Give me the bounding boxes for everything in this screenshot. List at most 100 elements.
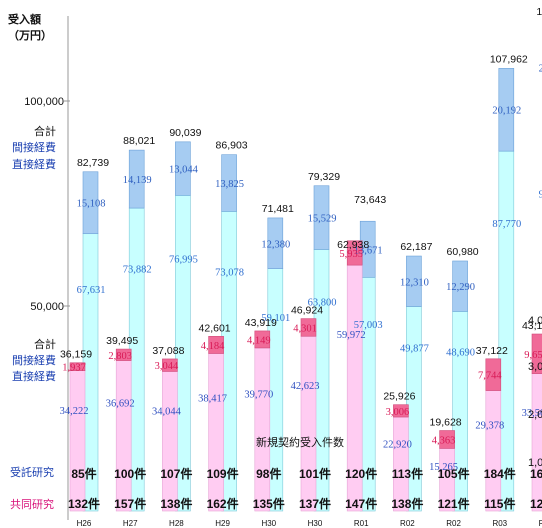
joint-count: 115件 xyxy=(484,496,515,511)
contract-total-label: 86,903 xyxy=(216,140,248,152)
joint-total-label: 42,601 xyxy=(199,322,231,334)
contract-total-label: 79,329 xyxy=(308,171,340,183)
joint-total-label: 37,122 xyxy=(476,345,508,357)
joint-total-label: 46,924 xyxy=(291,305,323,317)
joint-count: 132件 xyxy=(68,496,100,511)
contract-count: 120件 xyxy=(345,466,377,481)
bar-group: 90,03913,04476,99537,0883,04434,044 xyxy=(152,127,202,511)
legend-indirect: 間接経費 xyxy=(12,353,56,367)
category-label: H29 xyxy=(215,519,230,528)
right-axis-label: 2,0 xyxy=(528,409,542,421)
bar-joint-direct xyxy=(70,371,85,511)
legend-joint-research: 共同研究 xyxy=(10,497,54,511)
bar-joint-direct xyxy=(209,353,224,511)
contract-indirect-label: 12,380 xyxy=(261,239,290,250)
bar-group: 119,45822,69296,76643,1689,65933,509 xyxy=(522,6,542,511)
bar-joint-direct xyxy=(162,371,177,511)
joint-indirect-label: 2,803 xyxy=(108,351,132,362)
bar-joint-direct xyxy=(301,336,316,511)
joint-count: 138件 xyxy=(391,496,423,511)
y-axis-label: 受入額（万円） xyxy=(8,12,52,42)
contract-indirect-label: 22,692 xyxy=(539,64,542,75)
category-labels: H26H27H28H29H30H30R01R02R02R03R04R05 xyxy=(77,519,542,528)
contract-direct-label: 73,078 xyxy=(215,267,244,278)
legend-direct: 直接経費 xyxy=(12,157,56,171)
joint-count: 147件 xyxy=(345,496,377,511)
counts-title: 新規契約受入件数 xyxy=(256,435,344,449)
bar-group: 88,02114,13973,88239,4952,80336,692 xyxy=(106,135,156,511)
joint-direct-label: 38,417 xyxy=(198,394,227,405)
contract-total-label: 88,021 xyxy=(123,135,155,147)
contract-total-label: 71,481 xyxy=(262,203,294,215)
contract-count: 98件 xyxy=(256,466,281,481)
category-label: H30 xyxy=(308,519,323,528)
contract-total-label: 62,187 xyxy=(400,241,432,253)
joint-total-label: 39,495 xyxy=(106,335,138,347)
category-label: H28 xyxy=(169,519,184,528)
contract-count: 105件 xyxy=(438,466,470,481)
contract-total-label: 107,962 xyxy=(490,53,528,65)
contract-count: 113件 xyxy=(392,466,423,481)
joint-total-label: 36,159 xyxy=(60,349,92,361)
category-label: R04 xyxy=(539,519,542,528)
legend-contract-research: 受託研究 xyxy=(10,465,54,479)
joint-indirect-label: 5,935 xyxy=(339,249,363,260)
joint-direct-label: 42,623 xyxy=(291,381,320,392)
bar-group: 82,73915,10867,63136,1591,93734,222 xyxy=(60,157,110,511)
contract-count: 101件 xyxy=(299,466,331,481)
bar-group: 107,96220,19287,77037,1227,74429,378 xyxy=(475,53,528,511)
bar-joint-direct xyxy=(532,374,542,511)
bar-group: 73,64313,67157,00362,9385,93559,972 xyxy=(337,194,387,511)
category-label: H26 xyxy=(77,519,92,528)
joint-indirect-label: 3,006 xyxy=(386,407,410,418)
contract-indirect-label: 13,044 xyxy=(169,165,199,176)
joint-count: 135件 xyxy=(253,496,285,511)
joint-indirect-label: 3,044 xyxy=(155,361,179,372)
category-label: R02 xyxy=(400,519,415,528)
bar-joint-direct xyxy=(116,361,131,511)
legend-direct: 直接経費 xyxy=(12,369,56,383)
contract-direct-label: 87,770 xyxy=(492,219,521,230)
category-label: R02 xyxy=(446,519,461,528)
joint-direct-label: 39,770 xyxy=(244,390,273,401)
joint-direct-label: 59,972 xyxy=(337,330,366,341)
category-label: H27 xyxy=(123,519,138,528)
joint-count: 129件 xyxy=(530,496,542,511)
legend-indirect: 間接経費 xyxy=(12,140,56,154)
joint-count: 138件 xyxy=(160,496,192,511)
joint-indirect-label: 4,301 xyxy=(293,323,317,334)
contract-count: 100件 xyxy=(114,466,146,481)
contract-indirect-label: 15,108 xyxy=(77,199,106,210)
legend-total: 合計 xyxy=(34,124,56,138)
contract-direct-label: 73,882 xyxy=(123,265,152,276)
joint-count: 121件 xyxy=(438,496,470,511)
joint-count: 162件 xyxy=(207,496,239,511)
bar-group: 79,32915,52963,80046,9244,30142,623 xyxy=(291,171,341,511)
joint-total-label: 43,919 xyxy=(245,317,277,329)
contract-count: 109件 xyxy=(207,466,239,481)
y-tick-label: 100,000 xyxy=(24,96,64,108)
joint-count: 157件 xyxy=(114,496,146,511)
contract-direct-label: 96,766 xyxy=(539,190,542,201)
bar-joint-direct xyxy=(255,348,270,511)
category-label: R01 xyxy=(354,519,369,528)
contract-total-label: 90,039 xyxy=(169,127,201,139)
joint-indirect-label: 4,149 xyxy=(247,335,271,346)
contract-count: 107件 xyxy=(160,466,192,481)
left-legend: 合計間接経費直接経費合計間接経費直接経費受託研究共同研究 xyxy=(10,124,56,511)
contract-total-label: 82,739 xyxy=(77,157,109,169)
contract-total-label: 60,980 xyxy=(447,246,479,258)
joint-direct-label: 29,378 xyxy=(475,420,504,431)
right-axis-label: 1,0 xyxy=(528,457,542,469)
contract-indirect-label: 20,192 xyxy=(492,106,521,117)
contract-total-label: 73,643 xyxy=(354,194,386,206)
contract-indirect-label: 15,529 xyxy=(308,214,337,225)
contract-direct-label: 67,631 xyxy=(77,285,106,296)
joint-indirect-label: 9,659 xyxy=(524,350,542,361)
joint-total-label: 19,628 xyxy=(430,417,462,429)
joint-indirect-label: 1,937 xyxy=(62,363,86,374)
joint-indirect-label: 4,363 xyxy=(432,435,456,446)
contract-indirect-label: 12,290 xyxy=(446,282,475,293)
bar-group: 86,90313,82573,07842,6014,18438,417 xyxy=(198,140,248,511)
contract-direct-label: 48,690 xyxy=(446,347,475,358)
